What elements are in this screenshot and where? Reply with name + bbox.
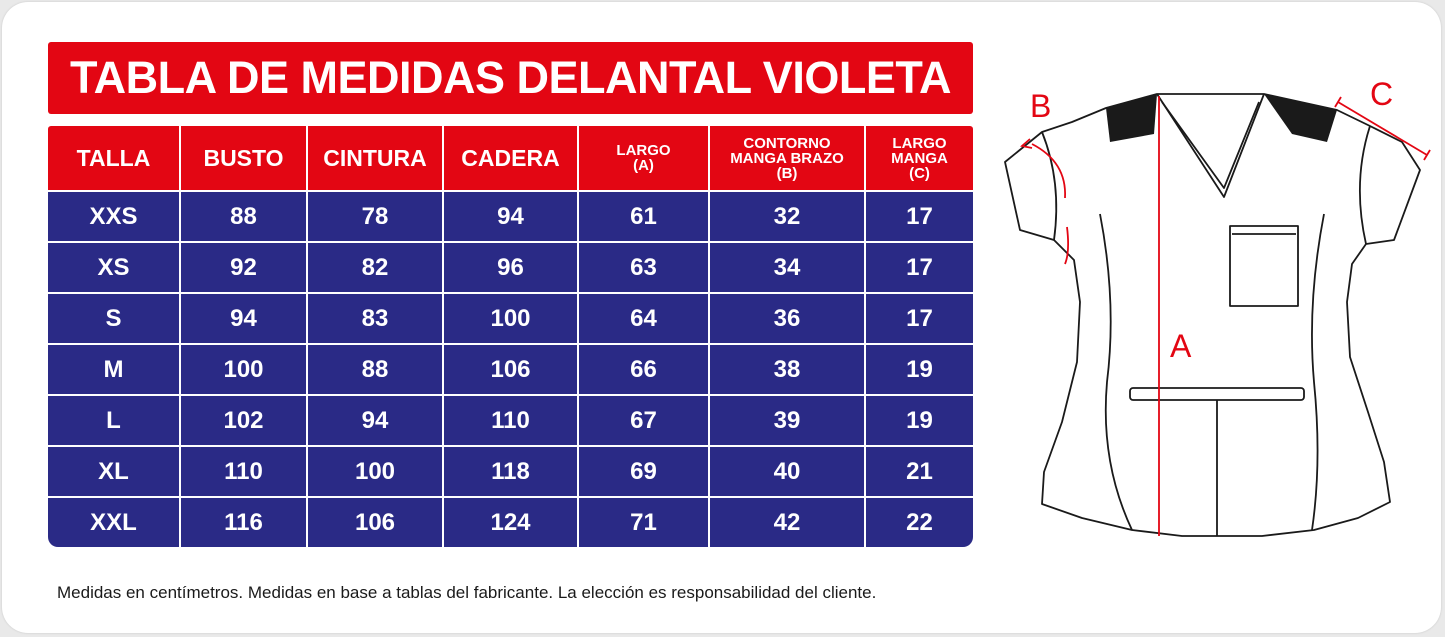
size-table: TALLA BUSTO CINTURA CADERA LARGO (A) CON… [48, 126, 973, 547]
table-row: XXL 116 106 124 71 42 22 [48, 496, 973, 547]
cell-busto: 110 [179, 445, 308, 498]
cell-cadera: 100 [442, 292, 579, 345]
waistband [1129, 387, 1305, 401]
header-talla: TALLA [48, 126, 181, 192]
cell-largo: 63 [577, 241, 710, 294]
cell-cintura: 94 [306, 394, 444, 447]
cell-cadera: 106 [442, 343, 579, 396]
cell-largo-manga: 17 [864, 190, 973, 243]
armhole-arc-b-lower [1064, 226, 1070, 265]
footnote: Medidas en centímetros. Medidas en base … [57, 583, 877, 602]
cell-contorno: 36 [708, 292, 866, 345]
table-header-row: TALLA BUSTO CINTURA CADERA LARGO (A) CON… [48, 126, 973, 192]
cell-contorno: 32 [708, 190, 866, 243]
cell-cadera: 124 [442, 496, 579, 547]
cell-largo: 67 [577, 394, 710, 447]
header-contorno-line3: (B) [776, 164, 798, 182]
cell-largo-manga: 17 [864, 292, 973, 345]
header-largo-line2: (A) [633, 157, 654, 174]
header-contorno-line2: MANGA BRAZO [730, 149, 844, 167]
cell-largo: 69 [577, 445, 710, 498]
table-row: S 94 83 100 64 36 17 [48, 292, 973, 345]
sleeve-line-c [1337, 101, 1428, 156]
left-panel-seam [1099, 213, 1133, 531]
cell-cadera: 96 [442, 241, 579, 294]
cell-cintura: 100 [306, 445, 444, 498]
header-cintura: CINTURA [306, 126, 444, 192]
table-row: XL 110 100 118 69 40 21 [48, 445, 973, 498]
cell-cintura: 83 [306, 292, 444, 345]
cell-talla: XS [48, 241, 181, 294]
cell-talla: XXL [48, 496, 181, 547]
table-row: L 102 94 110 67 39 19 [48, 394, 973, 447]
cell-talla: M [48, 343, 181, 396]
left-sleeve-seam [1041, 131, 1058, 241]
cell-talla: XL [48, 445, 181, 498]
header-cadera: CADERA [442, 126, 579, 192]
header-largo-line1: LARGO [616, 142, 671, 159]
cell-cadera: 118 [442, 445, 579, 498]
page-title: TABLA DE MEDIDAS DELANTAL VIOLETA [48, 42, 973, 114]
header-largo: LARGO (A) [577, 126, 710, 192]
garment-outline [1004, 93, 1421, 537]
header-largo-manga-line3: (C) [909, 164, 930, 182]
right-shoulder-patch [1264, 94, 1337, 142]
table-row: XXS 88 78 94 61 32 17 [48, 190, 973, 243]
header-largo-manga: LARGO MANGA (C) [864, 126, 973, 192]
cell-contorno: 38 [708, 343, 866, 396]
cell-largo: 61 [577, 190, 710, 243]
cell-largo: 71 [577, 496, 710, 547]
neckline-inner [1161, 101, 1260, 189]
table-row: XS 92 82 96 63 34 17 [48, 241, 973, 294]
header-largo-manga-line2: MANGA [891, 149, 948, 167]
cell-cadera: 110 [442, 394, 579, 447]
left-shoulder-patch [1106, 94, 1157, 142]
scrub-top-diagram-icon: A B C [1004, 77, 1431, 537]
header-largo-manga-line1: LARGO [892, 134, 947, 152]
label-c: C [1370, 77, 1393, 112]
cell-contorno: 42 [708, 496, 866, 547]
cell-cadera: 94 [442, 190, 579, 243]
cell-largo-manga: 19 [864, 394, 973, 447]
cell-cintura: 88 [306, 343, 444, 396]
cell-talla: S [48, 292, 181, 345]
cell-cintura: 82 [306, 241, 444, 294]
label-b: B [1030, 88, 1051, 124]
cell-largo: 64 [577, 292, 710, 345]
cell-busto: 94 [179, 292, 308, 345]
neckline [1156, 93, 1265, 198]
armhole-arc-b [1031, 143, 1066, 199]
cell-busto: 102 [179, 394, 308, 447]
cell-contorno: 40 [708, 445, 866, 498]
header-contorno-manga: CONTORNO MANGA BRAZO (B) [708, 126, 866, 192]
header-contorno-line1: CONTORNO [743, 134, 831, 152]
cell-cintura: 78 [306, 190, 444, 243]
cell-talla: XXS [48, 190, 181, 243]
cell-busto: 92 [179, 241, 308, 294]
cell-largo-manga: 17 [864, 241, 973, 294]
cell-largo-manga: 22 [864, 496, 973, 547]
table-row: M 100 88 106 66 38 19 [48, 343, 973, 396]
cell-largo-manga: 19 [864, 343, 973, 396]
cell-busto: 100 [179, 343, 308, 396]
label-a: A [1170, 328, 1192, 364]
right-panel-seam [1311, 213, 1325, 531]
cell-busto: 116 [179, 496, 308, 547]
cell-largo: 66 [577, 343, 710, 396]
cell-largo-manga: 21 [864, 445, 973, 498]
cell-contorno: 34 [708, 241, 866, 294]
cell-cintura: 106 [306, 496, 444, 547]
chest-pocket [1229, 225, 1299, 307]
cell-contorno: 39 [708, 394, 866, 447]
cell-talla: L [48, 394, 181, 447]
header-busto: BUSTO [179, 126, 308, 192]
right-sleeve-seam [1358, 125, 1371, 245]
cell-busto: 88 [179, 190, 308, 243]
